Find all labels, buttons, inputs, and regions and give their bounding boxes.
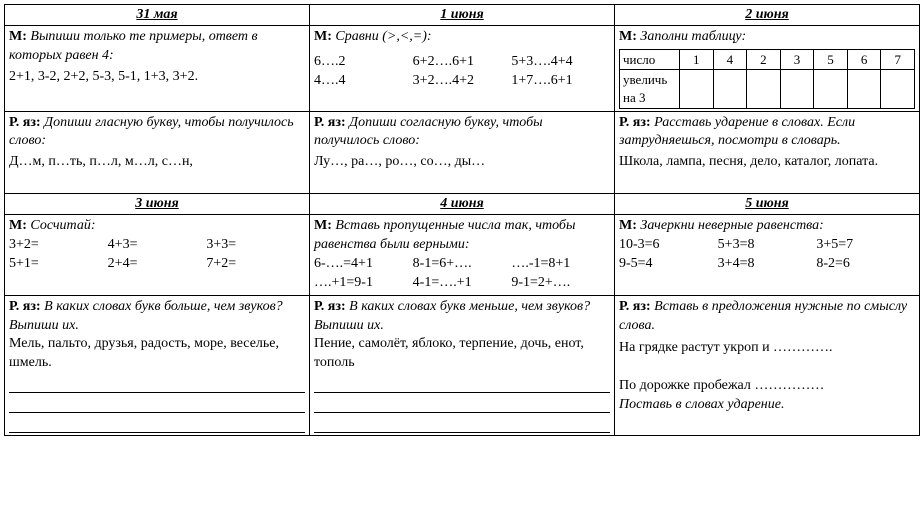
date-header: 4 июня — [310, 194, 615, 215]
cell-m: М: Заполни таблицу: число 1 4 2 3 5 6 7 … — [615, 26, 920, 112]
cell-r: Р. яз: Вставь в предложения нужные по см… — [615, 295, 920, 436]
task-row: 3+2=4+3=3+3= — [9, 236, 305, 255]
cell-m: М: Выпиши только те примеры, ответ в кот… — [5, 26, 310, 112]
table-row-label: увеличь на 3 — [620, 70, 680, 108]
date-header: 3 июня — [5, 194, 310, 215]
task-text: 2+1, 3-2, 2+2, 5-3, 5-1, 1+3, 3+2. — [9, 68, 305, 87]
label-r: Р. яз: — [9, 115, 41, 130]
task-intro: Выпиши только те примеры, ответ в которы… — [9, 29, 258, 63]
label-m: М: — [314, 29, 332, 44]
task-row: 6….26+2….6+15+3….4+4 — [314, 53, 610, 72]
blank-line — [314, 419, 610, 433]
task-intro: Зачеркни неверные равенства: — [640, 218, 823, 233]
task-text: Лу…, ра…, ро…, со…, ды… — [314, 153, 610, 172]
task-row: 6-….=4+18-1=6+….….-1=8+1 — [314, 255, 610, 274]
label-m: М: — [9, 218, 27, 233]
task-intro: Допиши согласную букву, чтобы получилось… — [314, 115, 543, 149]
table-cell: 5 — [814, 49, 848, 70]
cell-r: Р. яз: Допиши согласную букву, чтобы пол… — [310, 111, 615, 194]
table-cell: 2 — [747, 49, 781, 70]
task-text: Д…м, п…ть, п…л, м…л, с…н, — [9, 153, 305, 172]
label-m: М: — [619, 218, 637, 233]
task-row: 4….43+2….4+21+7….6+1 — [314, 72, 610, 91]
task-intro: В каких словах букв меньше, чем звуков? … — [314, 299, 590, 333]
task-row: 9-5=43+4=88-2=6 — [619, 255, 915, 274]
table-cell — [814, 70, 848, 108]
label-m: М: — [314, 218, 332, 233]
table-cell — [881, 70, 915, 108]
label-r: Р. яз: — [314, 299, 346, 314]
task-intro: Сосчитай: — [30, 218, 95, 233]
cell-m: М: Зачеркни неверные равенства: 10-3=65+… — [615, 215, 920, 296]
cell-m: М: Вставь пропущенные числа так, чтобы р… — [310, 215, 615, 296]
task-text: По дорожке пробежал …………… — [619, 377, 915, 396]
label-r: Р. яз: — [9, 299, 41, 314]
task-text: Школа, лампа, песня, дело, каталог, лопа… — [619, 153, 915, 172]
task-intro: В каких словах букв больше, чем звуков? … — [9, 299, 283, 333]
label-r: Р. яз: — [619, 115, 651, 130]
table-row-label: число — [620, 49, 680, 70]
label-m: М: — [619, 29, 637, 44]
table-cell: 3 — [780, 49, 814, 70]
task-intro: Допиши гласную букву, чтобы получилось с… — [9, 115, 294, 149]
blank-line — [314, 379, 610, 393]
worksheet-table: 31 мая 1 июня 2 июня М: Выпиши только те… — [4, 4, 920, 436]
blank-line — [9, 399, 305, 413]
cell-m: М: Сравни (>,<,=): 6….26+2….6+15+3….4+4 … — [310, 26, 615, 112]
blank-line — [9, 379, 305, 393]
task-text: На грядке растут укроп и …………. — [619, 339, 915, 358]
table-cell — [747, 70, 781, 108]
task-row: ….+1=9-14-1=….+19-1=2+…. — [314, 274, 610, 293]
task-text: Мель, пальто, друзья, радость, море, вес… — [9, 335, 305, 373]
table-cell — [713, 70, 747, 108]
cell-r: Р. яз: В каких словах букв меньше, чем з… — [310, 295, 615, 436]
table-cell: 6 — [847, 49, 881, 70]
table-cell: 7 — [881, 49, 915, 70]
cell-r: Р. яз: Допиши гласную букву, чтобы получ… — [5, 111, 310, 194]
cell-r: Р. яз: Расставь ударение в словах. Если … — [615, 111, 920, 194]
task-row: 10-3=65+3=83+5=7 — [619, 236, 915, 255]
table-cell — [847, 70, 881, 108]
date-header: 2 июня — [615, 5, 920, 26]
date-header: 31 мая — [5, 5, 310, 26]
cell-m: М: Сосчитай: 3+2=4+3=3+3= 5+1=2+4=7+2= — [5, 215, 310, 296]
task-intro: Вставь в предложения нужные по смыслу сл… — [619, 299, 907, 333]
task-intro: Заполни таблицу: — [640, 29, 746, 44]
label-m: М: — [9, 29, 27, 44]
blank-line — [314, 399, 610, 413]
task-intro: Вставь пропущенные числа так, чтобы раве… — [314, 218, 575, 252]
date-header: 1 июня — [310, 5, 615, 26]
blank-line — [9, 419, 305, 433]
table-cell — [780, 70, 814, 108]
cell-r: Р. яз: В каких словах букв больше, чем з… — [5, 295, 310, 436]
label-r: Р. яз: — [619, 299, 651, 314]
table-cell: 1 — [680, 49, 714, 70]
table-cell: 4 — [713, 49, 747, 70]
task-intro: Сравни (>,<,=): — [335, 29, 431, 44]
label-r: Р. яз: — [314, 115, 346, 130]
date-header: 5 июня — [615, 194, 920, 215]
task-text: Поставь в словах ударение. — [619, 396, 915, 415]
task-text: Пение, самолёт, яблоко, терпение, дочь, … — [314, 335, 610, 373]
task-intro: Расставь ударение в словах. Если затрудн… — [619, 115, 855, 149]
table-cell — [680, 70, 714, 108]
task-row: 5+1=2+4=7+2= — [9, 255, 305, 274]
fill-table: число 1 4 2 3 5 6 7 увеличь на 3 — [619, 49, 915, 109]
